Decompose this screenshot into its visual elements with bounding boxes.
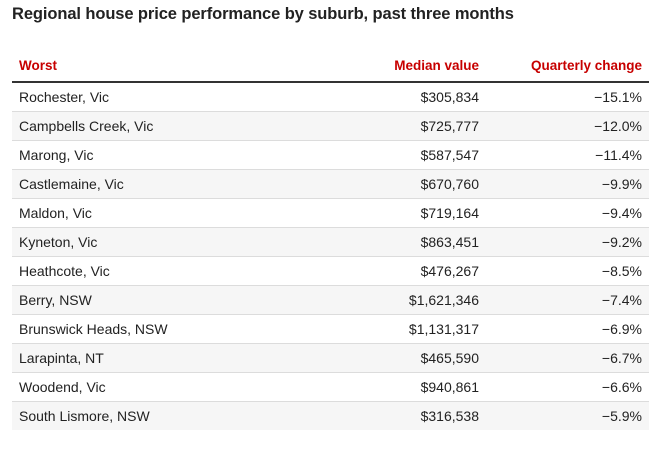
suburb-cell: Campbells Creek, Vic	[12, 111, 316, 141]
median-value-cell: $940,861	[316, 372, 486, 402]
median-value-cell: $1,131,317	[316, 314, 486, 344]
column-header-quarterly-change: Quarterly change	[486, 49, 649, 83]
median-value-cell: $465,590	[316, 343, 486, 373]
table-row: Heathcote, Vic $476,267 −8.5%	[12, 256, 649, 286]
table-row: South Lismore, NSW $316,538 −5.9%	[12, 401, 649, 430]
quarterly-change-cell: −6.9%	[486, 314, 649, 344]
table-body: Rochester, Vic $305,834 −15.1% Campbells Cr…	[12, 82, 649, 430]
table-header: Worst Median value Quarterly change	[12, 49, 649, 83]
column-header-worst: Worst	[12, 49, 316, 83]
table-row: Brunswick Heads, NSW $1,131,317 −6.9%	[12, 314, 649, 344]
data-table: Worst Median value Quarterly change Roch…	[12, 49, 649, 430]
quarterly-change-cell: −9.4%	[486, 198, 649, 228]
quarterly-change-cell: −6.7%	[486, 343, 649, 373]
median-value-cell: $670,760	[316, 169, 486, 199]
quarterly-change-cell: −12.0%	[486, 111, 649, 141]
suburb-cell: Brunswick Heads, NSW	[12, 314, 316, 344]
suburb-cell: Rochester, Vic	[12, 82, 316, 112]
quarterly-change-cell: −9.9%	[486, 169, 649, 199]
suburb-cell: Woodend, Vic	[12, 372, 316, 402]
suburb-cell: Berry, NSW	[12, 285, 316, 315]
quarterly-change-cell: −15.1%	[486, 82, 649, 112]
table-row: Campbells Creek, Vic $725,777 −12.0%	[12, 111, 649, 141]
suburb-cell: Maldon, Vic	[12, 198, 316, 228]
median-value-cell: $863,451	[316, 227, 486, 257]
quarterly-change-cell: −6.6%	[486, 372, 649, 402]
suburb-cell: Castlemaine, Vic	[12, 169, 316, 199]
header-row: Worst Median value Quarterly change	[12, 49, 649, 83]
suburb-cell: Kyneton, Vic	[12, 227, 316, 257]
table-row: Berry, NSW $1,621,346 −7.4%	[12, 285, 649, 315]
table-row: Rochester, Vic $305,834 −15.1%	[12, 82, 649, 112]
table-row: Maldon, Vic $719,164 −9.4%	[12, 198, 649, 228]
median-value-cell: $316,538	[316, 401, 486, 430]
column-header-median-value: Median value	[316, 49, 486, 83]
median-value-cell: $725,777	[316, 111, 486, 141]
table-row: Marong, Vic $587,547 −11.4%	[12, 140, 649, 170]
suburb-cell: Marong, Vic	[12, 140, 316, 170]
quarterly-change-cell: −7.4%	[486, 285, 649, 315]
suburb-cell: Larapinta, NT	[12, 343, 316, 373]
quarterly-change-cell: −11.4%	[486, 140, 649, 170]
median-value-cell: $719,164	[316, 198, 486, 228]
quarterly-change-cell: −9.2%	[486, 227, 649, 257]
chart-title: Regional house price performance by subu…	[12, 5, 514, 23]
quarterly-change-cell: −8.5%	[486, 256, 649, 286]
suburb-cell: South Lismore, NSW	[12, 401, 316, 430]
table-row: Larapinta, NT $465,590 −6.7%	[12, 343, 649, 373]
table-row: Kyneton, Vic $863,451 −9.2%	[12, 227, 649, 257]
median-value-cell: $476,267	[316, 256, 486, 286]
table-row: Woodend, Vic $940,861 −6.6%	[12, 372, 649, 402]
median-value-cell: $587,547	[316, 140, 486, 170]
table-row: Castlemaine, Vic $670,760 −9.9%	[12, 169, 649, 199]
median-value-cell: $305,834	[316, 82, 486, 112]
median-value-cell: $1,621,346	[316, 285, 486, 315]
suburb-cell: Heathcote, Vic	[12, 256, 316, 286]
quarterly-change-cell: −5.9%	[486, 401, 649, 430]
